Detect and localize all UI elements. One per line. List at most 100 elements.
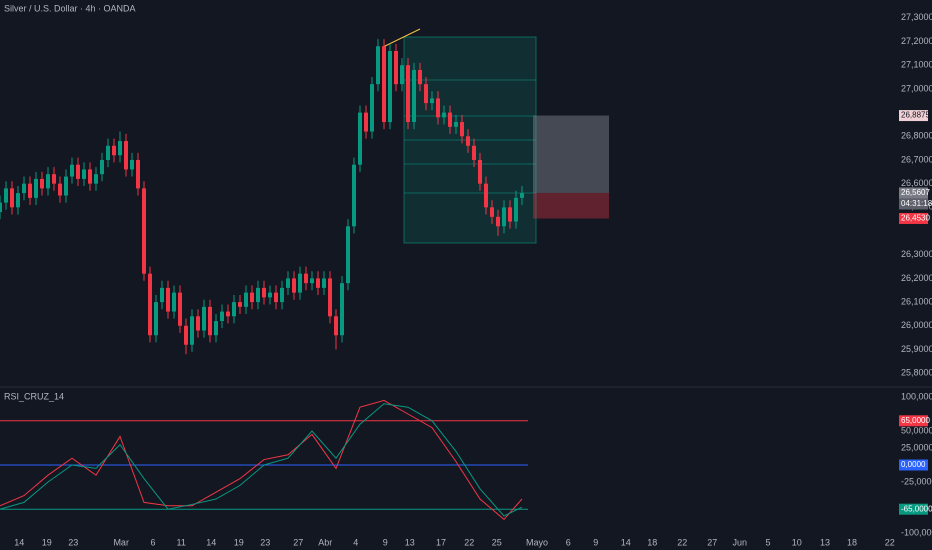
candle-body xyxy=(46,174,50,189)
x-tick-label: 18 xyxy=(847,537,857,547)
candle-body xyxy=(508,207,512,222)
x-tick-label: 19 xyxy=(42,537,52,547)
y-tick-label: 26,3000 xyxy=(901,249,932,259)
x-tick-label: 14 xyxy=(206,537,216,547)
candle-body xyxy=(64,176,68,196)
candle-body xyxy=(496,216,500,227)
candle-body xyxy=(196,316,200,331)
level-label: -65,0000 xyxy=(901,504,932,513)
y-tick-label: 25,9000 xyxy=(901,344,932,354)
x-tick-label: Jun xyxy=(733,537,748,547)
y-tick-label: 25,0000 xyxy=(901,442,932,452)
y-tick-label: 27,1000 xyxy=(901,60,932,70)
candle-body xyxy=(406,65,410,123)
candle-body xyxy=(4,188,8,203)
y-tick-label: -100,0000 xyxy=(901,527,932,537)
candle-body xyxy=(148,273,152,336)
y-tick-label: 27,0000 xyxy=(901,83,932,93)
candle-body xyxy=(328,278,332,317)
x-tick-label: Mayo xyxy=(526,537,548,547)
candle-body xyxy=(106,145,110,160)
candle-body xyxy=(514,197,518,222)
level-label: 65,0000 xyxy=(901,416,930,425)
candle-body xyxy=(70,164,74,177)
candle-body xyxy=(268,292,272,298)
x-tick-label: 9 xyxy=(593,537,598,547)
candle-body xyxy=(172,292,176,312)
x-tick-label: 19 xyxy=(234,537,244,547)
countdown: 04:31:18 xyxy=(901,199,932,208)
candle-body xyxy=(112,145,116,156)
candle-body xyxy=(322,278,326,288)
candle-body xyxy=(436,98,440,118)
candle-body xyxy=(178,292,182,326)
x-tick-label: 23 xyxy=(68,537,78,547)
candle-body xyxy=(388,51,392,123)
x-tick-label: 25 xyxy=(492,537,502,547)
candle-body xyxy=(316,278,320,288)
candle-body xyxy=(466,136,470,146)
candle-body xyxy=(418,69,422,85)
candle-body xyxy=(304,273,308,284)
candle-body xyxy=(88,169,92,184)
level-label: 0,0000 xyxy=(901,460,926,469)
price-label-box xyxy=(899,212,928,224)
candle-body xyxy=(478,159,482,184)
y-tick-label: 26,7000 xyxy=(901,154,932,164)
candle-body xyxy=(154,302,158,336)
candle-body xyxy=(250,292,254,303)
price-label-box xyxy=(899,110,928,122)
level-label-box xyxy=(899,503,928,515)
candle-body xyxy=(118,141,122,156)
candle-body xyxy=(346,226,350,284)
y-tick-label: 50,0000 xyxy=(901,425,932,435)
x-tick-label: 13 xyxy=(405,537,415,547)
y-tick-label: 27,2000 xyxy=(901,36,932,46)
candle-body xyxy=(166,287,170,312)
candle-body xyxy=(28,183,32,198)
candle-body xyxy=(340,283,344,336)
candle-body xyxy=(352,164,356,227)
x-tick-label: 22 xyxy=(885,537,895,547)
candle-body xyxy=(280,287,284,303)
candle-body xyxy=(208,306,212,336)
candle-body xyxy=(334,316,338,336)
candle-body xyxy=(232,302,236,317)
candle-body xyxy=(58,183,62,196)
level-label-box xyxy=(899,415,928,427)
candle-body xyxy=(190,316,194,345)
x-tick-label: 22 xyxy=(464,537,474,547)
x-tick-label: 6 xyxy=(150,537,155,547)
price-label: 26,5607 xyxy=(901,188,930,197)
candle-body xyxy=(472,145,476,160)
candle-body xyxy=(184,325,188,345)
countdown-box xyxy=(899,198,928,210)
candle-body xyxy=(400,65,404,85)
candle-body xyxy=(34,178,38,198)
y-tick-label: 26,6000 xyxy=(901,178,932,188)
candle-body xyxy=(130,159,134,170)
candle-body xyxy=(142,188,146,274)
oscillator-line xyxy=(0,399,523,521)
candle-body xyxy=(364,112,368,132)
candle-body xyxy=(10,188,14,208)
candle-body xyxy=(382,46,386,123)
candle-body xyxy=(394,51,398,85)
x-tick-label: 6 xyxy=(566,537,571,547)
price-label: 26,4530 xyxy=(901,214,930,223)
candle-body xyxy=(370,84,374,132)
candle-body xyxy=(124,141,128,170)
y-tick-label: 26,2000 xyxy=(901,273,932,283)
indicator-title: RSI_CRUZ_14 xyxy=(4,391,64,401)
candle-body xyxy=(100,159,104,175)
x-tick-label: 4 xyxy=(353,537,358,547)
candle-body xyxy=(214,321,218,336)
candle-body xyxy=(76,164,80,179)
candle-body xyxy=(358,112,362,165)
y-tick-label: 26,1000 xyxy=(901,296,932,306)
y-tick-label: 26,8000 xyxy=(901,131,932,141)
trend-line xyxy=(382,28,421,48)
candle-body xyxy=(460,122,464,137)
candle-body xyxy=(244,292,248,307)
candle-body xyxy=(292,278,296,293)
